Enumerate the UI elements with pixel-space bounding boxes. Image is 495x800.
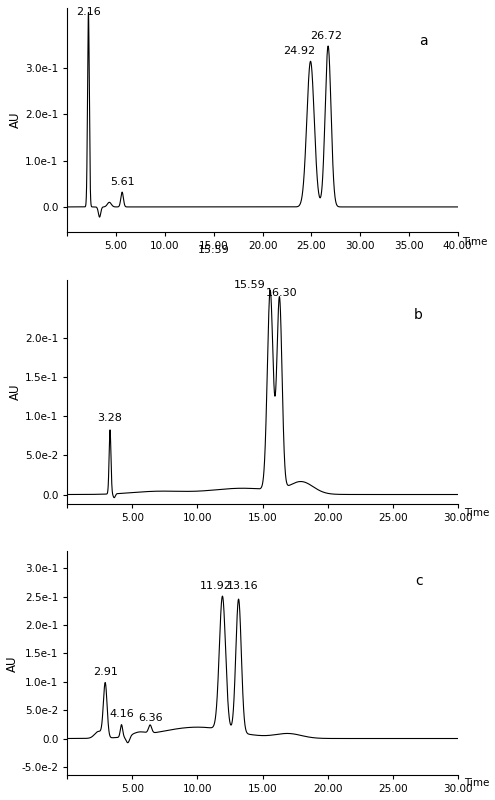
Text: Time: Time — [464, 508, 490, 518]
Text: 16.30: 16.30 — [266, 287, 298, 298]
Text: 13.16: 13.16 — [227, 581, 259, 591]
Text: b: b — [414, 308, 423, 322]
Text: 2.16: 2.16 — [76, 7, 101, 18]
Y-axis label: AU: AU — [9, 383, 22, 400]
Y-axis label: AU: AU — [5, 655, 18, 671]
Text: Time: Time — [464, 778, 490, 788]
Text: 4.16: 4.16 — [109, 710, 134, 719]
Text: 24.92: 24.92 — [284, 46, 316, 56]
Text: 3.28: 3.28 — [98, 413, 122, 422]
Text: 5.61: 5.61 — [110, 177, 135, 186]
Text: 11.92: 11.92 — [200, 581, 232, 591]
Text: Time: Time — [462, 237, 488, 247]
Text: 6.36: 6.36 — [138, 713, 162, 722]
Text: c: c — [415, 574, 422, 588]
Text: a: a — [419, 34, 428, 48]
Text: 2.91: 2.91 — [93, 667, 118, 677]
Y-axis label: AU: AU — [9, 112, 22, 129]
Text: 15.59: 15.59 — [198, 246, 230, 255]
Text: 26.72: 26.72 — [310, 31, 342, 42]
Text: 15.59: 15.59 — [233, 280, 265, 290]
